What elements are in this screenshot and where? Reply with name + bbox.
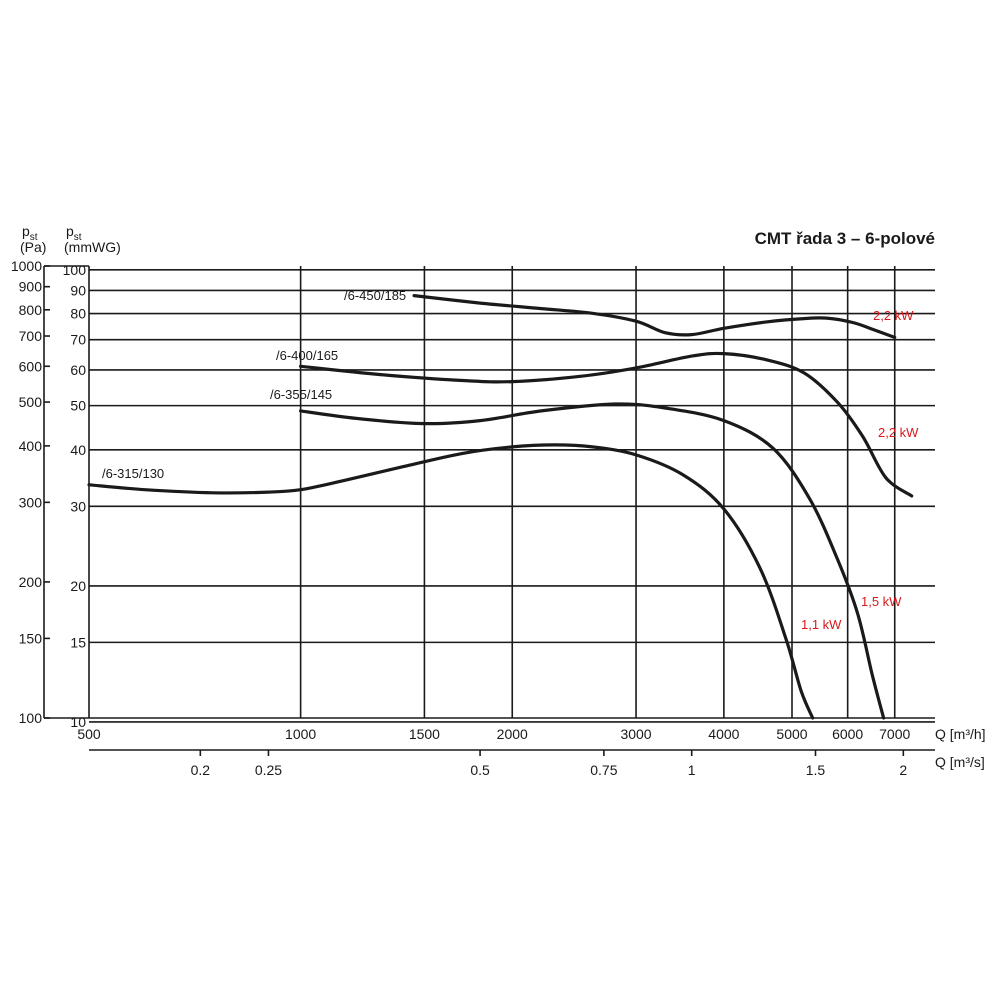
m3s-tick-label: 0.25 bbox=[255, 762, 282, 778]
m3h-tick-label: 6000 bbox=[832, 726, 863, 742]
y-axis-unit-pa: (Pa) bbox=[20, 239, 46, 255]
y-axis-unit-mmwg: (mmWG) bbox=[64, 239, 121, 255]
mmwg-tick-label: 15 bbox=[70, 634, 86, 650]
power-label: 1,1 kW bbox=[801, 617, 842, 632]
mmwg-tick-label: 100 bbox=[63, 262, 87, 278]
pa-tick-label: 200 bbox=[19, 574, 43, 590]
m3s-tick-label: 1 bbox=[688, 762, 696, 778]
pa-tick-label: 300 bbox=[19, 494, 43, 510]
mmwg-tick-label: 30 bbox=[70, 498, 86, 514]
series-label: /6-450/185 bbox=[344, 288, 406, 303]
pa-tick-label: 150 bbox=[19, 630, 43, 646]
m3h-tick-label: 5000 bbox=[776, 726, 807, 742]
m3s-tick-label: 0.2 bbox=[191, 762, 211, 778]
pa-tick-label: 800 bbox=[19, 302, 43, 318]
m3h-tick-label: 4000 bbox=[708, 726, 739, 742]
curve-line bbox=[87, 443, 815, 720]
series-label: /6-400/165 bbox=[276, 348, 338, 363]
x-axis-label-m3h: Q [m³/h] bbox=[935, 726, 986, 742]
pa-tick-label: 500 bbox=[19, 394, 43, 410]
curve-line bbox=[299, 351, 914, 498]
mmwg-tick-label: 40 bbox=[70, 442, 86, 458]
mmwg-tick-label: 10 bbox=[70, 714, 86, 730]
mmwg-tick-label: 20 bbox=[70, 578, 86, 594]
pa-tick-label: 900 bbox=[19, 279, 43, 295]
mmwg-tick-label: 60 bbox=[70, 362, 86, 378]
series-label: /6-355/145 bbox=[270, 387, 332, 402]
m3h-tick-label: 1000 bbox=[285, 726, 316, 742]
m3h-tick-label: 7000 bbox=[879, 726, 910, 742]
mmwg-tick-label: 90 bbox=[70, 282, 86, 298]
y-axis-label-pa: pst bbox=[22, 223, 38, 243]
m3h-tick-label: 500 bbox=[77, 726, 101, 742]
mmwg-tick-label: 50 bbox=[70, 398, 86, 414]
y-axis-label-mmwg: pst bbox=[66, 223, 82, 243]
power-label: 2,2 kW bbox=[873, 308, 914, 323]
m3s-tick-label: 1.5 bbox=[806, 762, 826, 778]
pa-tick-label: 700 bbox=[19, 328, 43, 344]
series-label: /6-315/130 bbox=[102, 466, 164, 481]
m3h-tick-label: 3000 bbox=[620, 726, 651, 742]
chart-title: CMT řada 3 – 6-polové bbox=[755, 229, 935, 248]
m3h-tick-label: 1500 bbox=[409, 726, 440, 742]
pa-tick-label: 400 bbox=[19, 438, 43, 454]
mmwg-tick-label: 80 bbox=[70, 306, 86, 322]
pa-tick-label: 600 bbox=[19, 358, 43, 374]
curve-line bbox=[299, 402, 886, 720]
power-label: 1,5 kW bbox=[861, 594, 902, 609]
mmwg-tick-label: 70 bbox=[70, 332, 86, 348]
m3s-tick-label: 2 bbox=[899, 762, 907, 778]
curve-line bbox=[412, 294, 897, 339]
pa-tick-label: 1000 bbox=[11, 258, 42, 274]
m3h-tick-label: 2000 bbox=[497, 726, 528, 742]
power-label: 2,2 kW bbox=[878, 425, 919, 440]
pa-tick-label: 100 bbox=[19, 710, 43, 726]
m3s-tick-label: 0.5 bbox=[470, 762, 490, 778]
m3s-tick-label: 0.75 bbox=[590, 762, 617, 778]
x-axis-label-m3s: Q [m³/s] bbox=[935, 754, 985, 770]
